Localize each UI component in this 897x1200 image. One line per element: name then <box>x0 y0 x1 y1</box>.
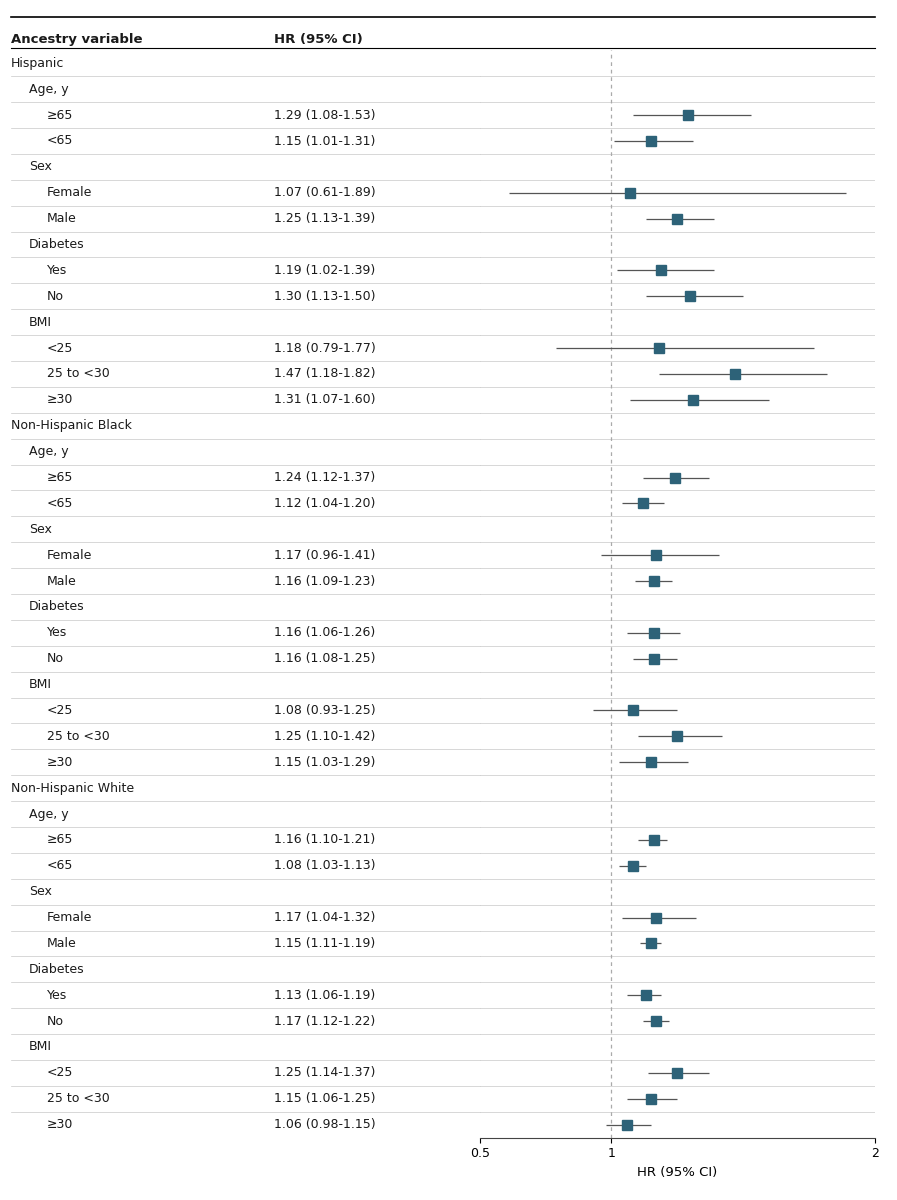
Text: Yes: Yes <box>47 989 67 1002</box>
Text: ≥30: ≥30 <box>47 394 73 407</box>
Text: 25 to <30: 25 to <30 <box>47 730 109 743</box>
Text: 25 to <30: 25 to <30 <box>47 367 109 380</box>
Text: Age, y: Age, y <box>29 445 68 458</box>
Text: 1.24 (1.12-1.37): 1.24 (1.12-1.37) <box>274 472 375 484</box>
Text: <65: <65 <box>47 859 73 872</box>
Text: <25: <25 <box>47 342 73 354</box>
Text: 1.25 (1.14-1.37): 1.25 (1.14-1.37) <box>274 1067 375 1079</box>
Text: ≥30: ≥30 <box>47 1118 73 1132</box>
Text: 25 to <30: 25 to <30 <box>47 1092 109 1105</box>
Text: Yes: Yes <box>47 626 67 640</box>
Text: Female: Female <box>47 548 92 562</box>
Text: Male: Male <box>47 937 76 950</box>
Text: Sex: Sex <box>29 161 52 173</box>
Text: <25: <25 <box>47 704 73 716</box>
Text: <65: <65 <box>47 497 73 510</box>
Text: Age, y: Age, y <box>29 83 68 96</box>
Text: 1.12 (1.04-1.20): 1.12 (1.04-1.20) <box>274 497 375 510</box>
Text: Non-Hispanic Black: Non-Hispanic Black <box>11 419 132 432</box>
Text: BMI: BMI <box>29 678 52 691</box>
Text: Sex: Sex <box>29 523 52 535</box>
Text: Diabetes: Diabetes <box>29 238 84 251</box>
Text: Non-Hispanic White: Non-Hispanic White <box>11 781 134 794</box>
Text: Female: Female <box>47 186 92 199</box>
Text: Yes: Yes <box>47 264 67 277</box>
Text: 1.25 (1.10-1.42): 1.25 (1.10-1.42) <box>274 730 375 743</box>
Text: 1.08 (0.93-1.25): 1.08 (0.93-1.25) <box>274 704 375 716</box>
Text: Male: Male <box>47 212 76 226</box>
Text: 1.15 (1.03-1.29): 1.15 (1.03-1.29) <box>274 756 375 769</box>
Text: Age, y: Age, y <box>29 808 68 821</box>
Text: 1.17 (0.96-1.41): 1.17 (0.96-1.41) <box>274 548 375 562</box>
Text: Female: Female <box>47 911 92 924</box>
Text: 1.16 (1.06-1.26): 1.16 (1.06-1.26) <box>274 626 375 640</box>
Text: Diabetes: Diabetes <box>29 962 84 976</box>
Text: ≥65: ≥65 <box>47 109 73 121</box>
Text: HR (95% CI): HR (95% CI) <box>274 32 362 46</box>
Text: No: No <box>47 653 64 665</box>
Text: Sex: Sex <box>29 886 52 898</box>
Text: ≥65: ≥65 <box>47 834 73 846</box>
Text: 1.29 (1.08-1.53): 1.29 (1.08-1.53) <box>274 109 375 121</box>
Text: 1.16 (1.10-1.21): 1.16 (1.10-1.21) <box>274 834 375 846</box>
Text: 1.25 (1.13-1.39): 1.25 (1.13-1.39) <box>274 212 375 226</box>
Text: BMI: BMI <box>29 1040 52 1054</box>
Text: No: No <box>47 290 64 302</box>
Text: 1.07 (0.61-1.89): 1.07 (0.61-1.89) <box>274 186 375 199</box>
Text: Diabetes: Diabetes <box>29 600 84 613</box>
Text: 1.15 (1.01-1.31): 1.15 (1.01-1.31) <box>274 134 375 148</box>
Text: 1.18 (0.79-1.77): 1.18 (0.79-1.77) <box>274 342 375 354</box>
Text: 1.08 (1.03-1.13): 1.08 (1.03-1.13) <box>274 859 375 872</box>
Text: 1.47 (1.18-1.82): 1.47 (1.18-1.82) <box>274 367 375 380</box>
Text: Male: Male <box>47 575 76 588</box>
Text: No: No <box>47 1015 64 1027</box>
Text: BMI: BMI <box>29 316 52 329</box>
Text: 1.19 (1.02-1.39): 1.19 (1.02-1.39) <box>274 264 375 277</box>
X-axis label: HR (95% CI): HR (95% CI) <box>637 1166 718 1178</box>
Text: ≥65: ≥65 <box>47 472 73 484</box>
Text: 1.17 (1.04-1.32): 1.17 (1.04-1.32) <box>274 911 375 924</box>
Text: 1.31 (1.07-1.60): 1.31 (1.07-1.60) <box>274 394 375 407</box>
Text: 1.15 (1.11-1.19): 1.15 (1.11-1.19) <box>274 937 375 950</box>
Text: 1.30 (1.13-1.50): 1.30 (1.13-1.50) <box>274 290 375 302</box>
Text: <25: <25 <box>47 1067 73 1079</box>
Text: Ancestry variable: Ancestry variable <box>11 32 143 46</box>
Text: 1.15 (1.06-1.25): 1.15 (1.06-1.25) <box>274 1092 375 1105</box>
Text: <65: <65 <box>47 134 73 148</box>
Text: 1.13 (1.06-1.19): 1.13 (1.06-1.19) <box>274 989 375 1002</box>
Text: 1.16 (1.09-1.23): 1.16 (1.09-1.23) <box>274 575 375 588</box>
Text: 1.16 (1.08-1.25): 1.16 (1.08-1.25) <box>274 653 375 665</box>
Text: 1.06 (0.98-1.15): 1.06 (0.98-1.15) <box>274 1118 375 1132</box>
Text: 1.17 (1.12-1.22): 1.17 (1.12-1.22) <box>274 1015 375 1027</box>
Text: Hispanic: Hispanic <box>11 56 65 70</box>
Text: ≥30: ≥30 <box>47 756 73 769</box>
